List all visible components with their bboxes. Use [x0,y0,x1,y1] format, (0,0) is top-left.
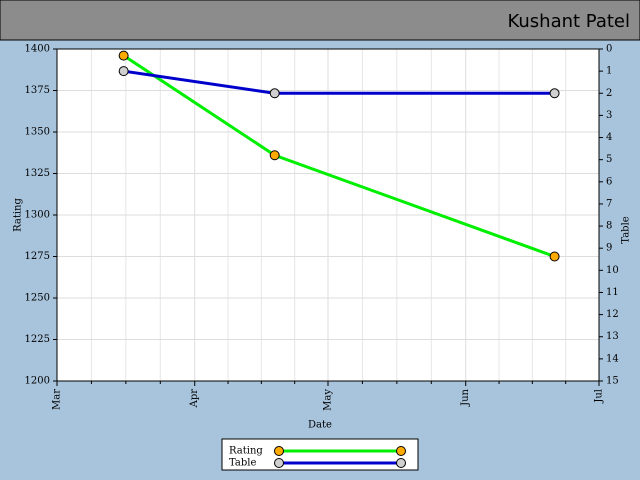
legend-marker [274,446,284,456]
y2-tick-label: 13 [606,331,619,342]
y-tick-label: 1400 [25,44,50,55]
y-tick-label: 1200 [25,376,50,387]
y2-tick-label: 11 [606,287,619,298]
header-title: Kushant Patel [507,11,630,32]
legend-marker [396,446,406,456]
y-tick-label: 1300 [25,210,50,221]
point [269,150,280,161]
y-tick-label: 1350 [25,127,50,138]
y2-tick-label: 8 [606,221,612,232]
point [269,88,280,99]
y2-tick-label: 7 [606,198,612,209]
y2-tick-label: 1 [606,66,612,77]
y2-tick-label: 12 [606,309,619,320]
point [118,66,129,77]
x-tick-label: Apr [189,389,200,409]
y2-tick-label: 14 [606,353,619,364]
y-tick-label: 1325 [25,168,50,179]
plot-frame [56,48,600,382]
x-axis-title: Date [308,420,332,431]
plot: Mar Apr May Jun Jul1200122512501275130013251… [25,44,619,411]
x-tick-label: Mar [52,389,63,410]
legend-label: Rating [229,446,263,457]
y-tick-label: 1250 [25,293,50,304]
y-tick-label: 1275 [25,251,50,262]
x-tick-label: May [323,389,334,411]
y2-axis-title: Table [621,216,632,243]
y2-tick-label: 3 [606,110,612,121]
point [549,88,560,99]
legend-marker [396,458,406,468]
legend-label: Table [229,458,256,469]
y2-tick-label: 10 [606,265,619,276]
y2-tick-label: 2 [606,88,612,99]
legend [221,438,419,471]
legend-marker [274,458,284,468]
y2-tick-label: 15 [606,376,619,387]
y-tick-label: 1375 [25,85,50,96]
x-tick-label: Jun [460,388,471,406]
y2-tick-label: 9 [606,243,612,254]
y2-tick-label: 4 [606,132,612,143]
y-tick-label: 1225 [25,334,50,345]
point [118,50,129,61]
y-axis-title: Rating [13,198,24,232]
header-bar [0,0,640,41]
x-tick-label: Jul [594,389,605,404]
point [549,251,560,262]
y2-tick-label: 6 [606,176,612,187]
y2-tick-label: 5 [606,154,612,165]
y2-tick-label: 0 [606,44,612,55]
